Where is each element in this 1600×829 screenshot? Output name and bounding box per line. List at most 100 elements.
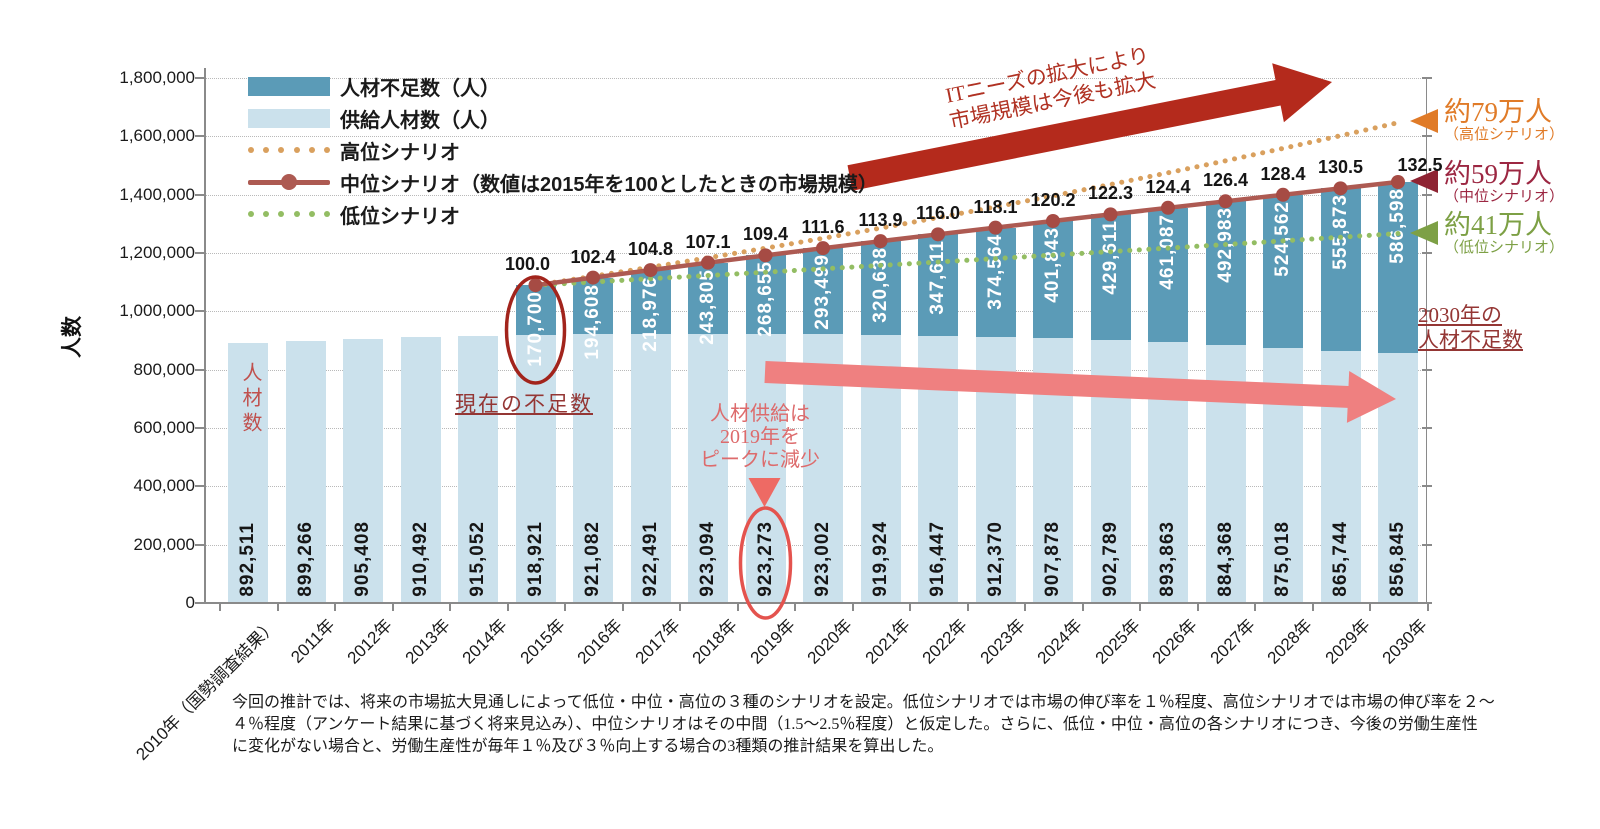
high-scenario-result-label: 約79万人 （高位シナリオ） — [1444, 98, 1564, 144]
y-tick-right — [1422, 485, 1432, 488]
mid-scenario-name: （中位シナリオ） — [1444, 189, 1565, 206]
legend-label: 人材不足数（人） — [340, 77, 500, 100]
y-tick-left — [195, 193, 205, 196]
dot — [263, 147, 270, 153]
shortage-value-label: 492,983 — [1214, 207, 1236, 283]
footnote-line3: に変化がない場合と、労働生産性が毎年１％及び３％向上する場合の3種類の推計結果を… — [232, 738, 944, 755]
shortage-2030-line1: 2030年の — [1418, 303, 1502, 327]
supply-value-label: 899,266 — [294, 521, 316, 597]
high-scenario-value: 約79万人 — [1444, 97, 1552, 127]
shortage-value-label: 218,976 — [639, 276, 661, 352]
dots-swatch — [248, 211, 330, 217]
supply-value-label: 884,368 — [1214, 521, 1236, 597]
supply-peak-annotation: 人材供給は 2019年を ピークに減少 — [660, 403, 860, 472]
legend-item-2: 高位シナリオ — [248, 134, 878, 166]
y-tick-left — [195, 368, 205, 371]
supply-bar-2014年 — [458, 336, 498, 603]
x-axis-label: 2012年 — [343, 615, 396, 668]
shortage-value-label: 524,562 — [1272, 200, 1293, 277]
footnote-line2: ４％程度（アンケート結果に基づく将来見込み）、中位シナリオはその中間（1.5～2… — [232, 716, 1478, 733]
x-axis-label: 2016年 — [573, 615, 626, 668]
legend-dots-swatch — [248, 147, 330, 153]
supply-bar-2013年 — [400, 337, 441, 603]
y-tick-label: 0 — [185, 593, 195, 612]
x-tick — [1311, 604, 1314, 611]
dot — [308, 211, 315, 217]
shortage-value-label: 347,611 — [927, 240, 948, 315]
supply-value-label: 892,511 — [237, 522, 258, 597]
mid-index-label: 100.0 — [504, 254, 551, 275]
x-tick — [449, 604, 452, 611]
y-tick-label: 400,000 — [133, 476, 195, 496]
x-axis-label: 2015年 — [516, 615, 569, 668]
x-tick — [794, 604, 797, 611]
supply-value-label: 912,370 — [984, 521, 1006, 597]
x-tick — [564, 604, 567, 611]
x-tick — [334, 604, 337, 611]
shortage-value-label: 555,873 — [1329, 194, 1351, 271]
supply-value-label: 923,002 — [812, 521, 833, 597]
gridline — [205, 78, 1427, 79]
legend-item-0: 人材不足数（人） — [248, 70, 878, 102]
x-axis-label: 2029年 — [1321, 615, 1374, 668]
supply-value-label: 910,492 — [409, 521, 431, 597]
mid-index-label: 132.5 — [1397, 154, 1443, 175]
mid-index-label: 128.4 — [1260, 163, 1306, 184]
supply-value-label: 865,744 — [1329, 521, 1351, 597]
shortage-value-label: 320,638 — [869, 247, 891, 323]
shortage-value-label: 293,499 — [812, 254, 833, 330]
supply-bar-2018年 — [688, 333, 728, 603]
supply-bar-2012年 — [343, 338, 383, 603]
supply-peak-line3: ピークに減少 — [700, 449, 820, 471]
supply-value-label: 923,273 — [754, 521, 776, 597]
x-tick — [1369, 604, 1372, 611]
x-tick — [1426, 604, 1429, 611]
supply-bar-2016年 — [573, 334, 613, 603]
y-tick-label: 600,000 — [133, 418, 195, 437]
legend-line-marker-swatch — [248, 174, 330, 190]
first-bar-vertical-label: 人材数 — [239, 362, 261, 437]
x-tick — [851, 604, 854, 611]
y-tick-right — [1422, 427, 1432, 429]
footnote-line1: 今回の推計では、将来の市場拡大見通しによって低位・中位・高位の３種のシナリオを設… — [232, 694, 1495, 711]
supply-value-label: 916,447 — [927, 521, 948, 597]
x-tick — [1024, 604, 1027, 611]
y-tick-left — [195, 602, 205, 604]
shortage-value-label: 461,087 — [1157, 213, 1178, 290]
y-axis-line — [204, 68, 206, 604]
y-tick-right — [1422, 193, 1432, 196]
shortage-2030-line2: 人材不足数 — [1418, 328, 1523, 352]
x-axis-line — [204, 602, 1428, 604]
shortage-value-label: 268,655 — [754, 261, 776, 338]
mid-index-label: 107.1 — [685, 231, 731, 252]
x-axis-label: 2014年 — [458, 615, 511, 668]
y-tick-label: 1,600,000 — [119, 126, 195, 146]
x-tick — [679, 604, 682, 611]
dot — [263, 211, 270, 217]
supply-value-label: 905,408 — [352, 521, 373, 597]
y-tick-label: 1,000,000 — [119, 301, 195, 321]
y-tick-label: 1,400,000 — [119, 184, 195, 204]
y-tick-label: 1,800,000 — [119, 68, 195, 87]
x-axis-label: 2022年 — [918, 615, 971, 668]
y-tick-right — [1422, 368, 1432, 371]
x-tick — [219, 604, 222, 611]
dot — [323, 211, 330, 217]
marker-swatch — [281, 174, 297, 190]
y-tick-right — [1422, 252, 1432, 254]
x-axis-label: 2026年 — [1148, 615, 1201, 668]
bar-swatch — [248, 76, 330, 96]
y-tick-right — [1422, 543, 1432, 546]
supply-bar-2017年 — [630, 333, 671, 603]
x-axis-label: 2028年 — [1263, 615, 1316, 668]
dot — [308, 147, 315, 153]
supply-bar-2010年（国勢調査結果） — [228, 342, 268, 603]
shortage-value-label: 374,564 — [984, 233, 1006, 310]
x-tick — [391, 604, 394, 611]
supply-value-label: 919,924 — [869, 521, 891, 597]
legend-item-4: 低位シナリオ — [248, 198, 878, 230]
x-tick — [1254, 604, 1257, 611]
shortage-value-label: 194,608 — [582, 283, 603, 360]
shortage-value-label: 429,611 — [1099, 220, 1121, 296]
x-axis-label: 2020年 — [803, 615, 856, 668]
